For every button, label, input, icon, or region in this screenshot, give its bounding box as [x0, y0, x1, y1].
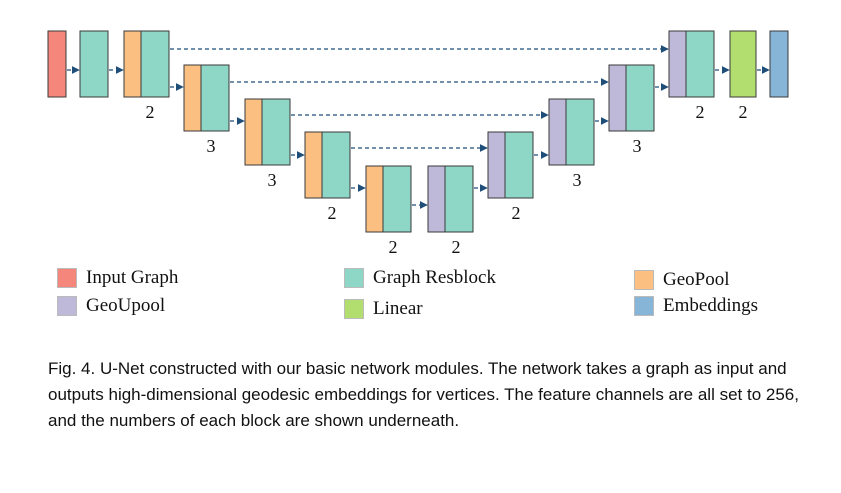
geoupool-block	[427, 165, 446, 233]
block-count-label: 2	[739, 102, 748, 122]
graph-resblock-block	[382, 165, 412, 233]
legend-geopool: GeoPool	[634, 268, 730, 292]
graph-resblock-block	[685, 30, 715, 98]
unet-diagram: 2 3 3 2 2 2 2 3 3 2 2	[47, 30, 789, 257]
block-count-label: 2	[512, 203, 521, 223]
block-count-label: 3	[207, 136, 216, 156]
legend-graph-resblock: Graph Resblock	[344, 266, 496, 290]
geopool-block	[304, 131, 323, 199]
embeddings-swatch	[634, 296, 654, 316]
geopool-block	[365, 165, 384, 233]
geoupool-block	[608, 64, 627, 132]
graph-resblock-block	[79, 30, 109, 98]
legend-input-graph: Input Graph	[57, 266, 178, 290]
legend-embeddings: Embeddings	[634, 294, 758, 318]
figure-caption: Fig. 4. U-Net constructed with our basic…	[48, 356, 808, 434]
geopool-block	[183, 64, 202, 132]
legend-label-linear: Linear	[373, 298, 423, 319]
legend-label-input-graph: Input Graph	[86, 267, 179, 288]
block-count-label: 2	[452, 237, 461, 257]
graph-resblock-block	[625, 64, 655, 132]
graph-resblock-block	[261, 98, 291, 166]
legend-label-geopool: GeoPool	[663, 269, 730, 290]
graph-resblock-block	[140, 30, 170, 98]
legend-label-embeddings: Embeddings	[663, 295, 758, 316]
block-count-label: 3	[573, 170, 582, 190]
geoupool-block	[668, 30, 687, 98]
legend-label-graph-resblock: Graph Resblock	[373, 267, 496, 288]
legend-geoupool: GeoUpool	[57, 294, 165, 318]
block-count-label: 2	[328, 203, 337, 223]
linear-block	[729, 30, 757, 98]
graph-resblock-block	[200, 64, 230, 132]
caption-text: Fig. 4. U-Net constructed with our basic…	[48, 359, 799, 430]
graph-resblock-block	[565, 98, 595, 166]
geopool-swatch	[634, 270, 654, 290]
legend-label-geoupool: GeoUpool	[86, 295, 166, 316]
block-count-label: 3	[633, 136, 642, 156]
legend-linear: Linear	[344, 297, 423, 321]
block-count-label: 2	[696, 102, 705, 122]
graph-resblock-swatch	[344, 268, 364, 288]
geoupool-swatch	[57, 296, 77, 316]
geopool-block	[244, 98, 263, 166]
block-count-label: 3	[268, 170, 277, 190]
block-count-label: 2	[146, 102, 155, 122]
graph-resblock-block	[444, 165, 474, 233]
geoupool-block	[548, 98, 567, 166]
graph-resblock-block	[321, 131, 351, 199]
input-graph-swatch	[57, 268, 77, 288]
linear-swatch	[344, 299, 364, 319]
graph-resblock-block	[504, 131, 534, 199]
geoupool-block	[487, 131, 506, 199]
input-graph-block	[47, 30, 67, 98]
block-count-label: 2	[389, 237, 398, 257]
geopool-block	[123, 30, 142, 98]
embeddings-block	[769, 30, 789, 98]
